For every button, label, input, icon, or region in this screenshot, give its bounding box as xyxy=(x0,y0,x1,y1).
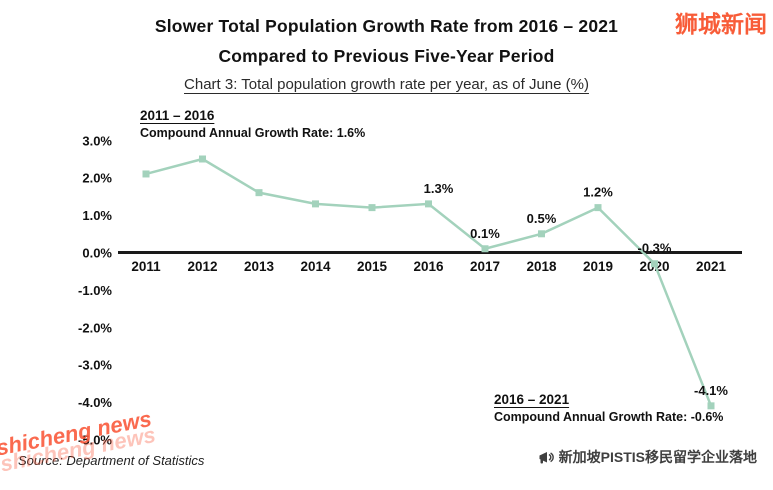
chart-subtitle: Chart 3: Total population growth rate pe… xyxy=(184,76,589,93)
svg-text:2019: 2019 xyxy=(583,259,613,274)
annotation-period-2-cagr: Compound Annual Growth Rate: -0.6% xyxy=(494,410,724,424)
svg-text:2011: 2011 xyxy=(131,259,161,274)
annotation-period-2011-2016: 2011 – 2016 Compound Annual Growth Rate:… xyxy=(140,108,365,140)
chart-title-line2: Compared to Previous Five-Year Period xyxy=(218,46,555,66)
watermark-shicheng-cn: 狮城新闻 xyxy=(675,11,767,37)
svg-text:0.0%: 0.0% xyxy=(82,246,112,261)
svg-text:2014: 2014 xyxy=(300,259,331,274)
svg-text:2015: 2015 xyxy=(357,259,388,274)
svg-text:2012: 2012 xyxy=(187,259,217,274)
svg-text:2018: 2018 xyxy=(526,259,557,274)
annotation-period-2016-2021: 2016 – 2021 Compound Annual Growth Rate:… xyxy=(494,392,723,424)
source-note: Source: Department of Statistics xyxy=(18,453,205,468)
svg-text:3.0%: 3.0% xyxy=(82,133,112,148)
annotation-period-2-label: 2016 – 2021 xyxy=(494,392,570,407)
svg-text:1.2%: 1.2% xyxy=(583,185,613,200)
svg-text:-5.0%: -5.0% xyxy=(78,433,112,448)
svg-text:2016: 2016 xyxy=(413,259,444,274)
svg-text:-0.3%: -0.3% xyxy=(638,241,672,256)
svg-text:-2.0%: -2.0% xyxy=(78,320,112,335)
brand-text: 新加坡PISTIS移民留学企业落地 xyxy=(558,449,757,465)
svg-text:-4.0%: -4.0% xyxy=(78,395,112,410)
svg-text:2.0%: 2.0% xyxy=(82,171,112,186)
svg-text:-1.0%: -1.0% xyxy=(78,283,112,298)
annotation-period-1-label: 2011 – 2016 xyxy=(140,108,215,123)
svg-text:0.1%: 0.1% xyxy=(470,226,500,241)
chart-title-line1: Slower Total Population Growth Rate from… xyxy=(154,16,619,36)
svg-text:2021: 2021 xyxy=(696,259,727,274)
svg-text:2017: 2017 xyxy=(470,259,500,274)
svg-text:2013: 2013 xyxy=(244,259,275,274)
svg-text:-3.0%: -3.0% xyxy=(78,358,112,373)
svg-text:-4.1%: -4.1% xyxy=(694,383,728,398)
megaphone-icon xyxy=(538,450,554,465)
annotation-period-1-cagr: Compound Annual Growth Rate: 1.6% xyxy=(140,126,366,140)
svg-text:0.5%: 0.5% xyxy=(527,211,557,226)
svg-text:1.0%: 1.0% xyxy=(82,208,112,223)
brand-footer: 新加坡PISTIS移民留学企业落地 xyxy=(538,447,757,467)
svg-text:1.3%: 1.3% xyxy=(424,181,454,196)
